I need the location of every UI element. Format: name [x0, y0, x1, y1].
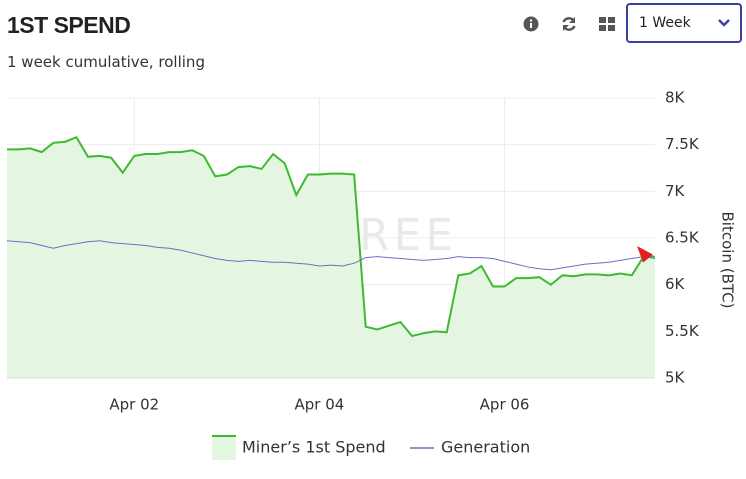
legend-label: Generation: [441, 438, 530, 457]
y-tick-label: 7.5K: [665, 135, 700, 153]
y-tick-label: 8K: [665, 89, 686, 107]
line: [7, 135, 655, 338]
legend-label: Miner’s 1st Spend: [242, 438, 386, 457]
y-tick-label: 6K: [665, 275, 686, 293]
area: [7, 137, 655, 378]
last-value-pointer: [637, 246, 653, 263]
line: [6, 240, 656, 271]
legend-swatch: [212, 435, 236, 460]
y-tick-label: 7K: [665, 182, 686, 200]
y-tick-label: 5K: [665, 369, 686, 387]
y-tick-label: 6.5K: [665, 229, 700, 247]
layout-button[interactable]: [597, 14, 617, 34]
range-value: 1 Week: [639, 15, 691, 31]
x-tick-label: Apr 06: [480, 396, 530, 414]
refresh-button[interactable]: [559, 14, 579, 34]
widget-subtitle: 1 week cumulative, rolling: [7, 53, 205, 71]
range-dropdown[interactable]: 1 Week: [626, 3, 742, 43]
y-axis-label: Bitcoin (BTC): [719, 212, 737, 309]
x-tick-label: Apr 04: [295, 396, 345, 414]
widget-title: 1ST SPEND: [7, 12, 131, 38]
watermark: BYTETREE: [203, 210, 457, 261]
x-tick-label: Apr 02: [109, 396, 159, 414]
info-button[interactable]: [521, 14, 541, 34]
y-tick-label: 5.5K: [665, 322, 700, 340]
dropdown-caret: [718, 19, 730, 27]
